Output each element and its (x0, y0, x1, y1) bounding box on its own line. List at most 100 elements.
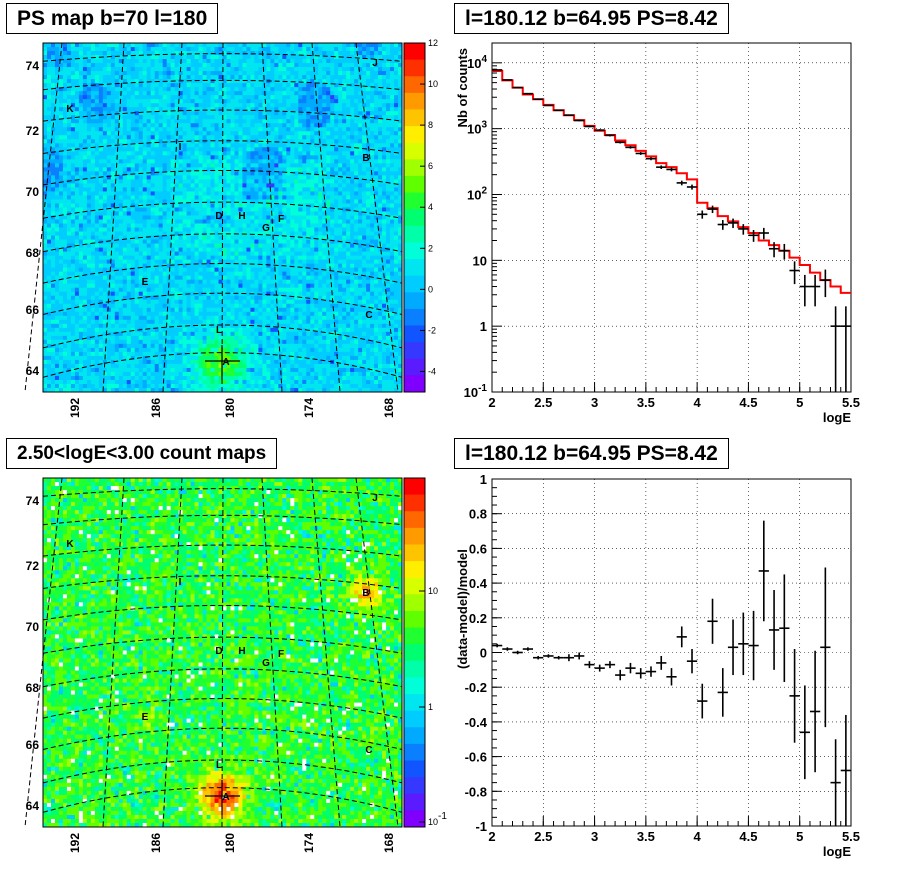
meridian-line (102, 477, 125, 828)
data-point (799, 274, 810, 307)
data-point (830, 306, 841, 392)
data-point (748, 229, 759, 242)
y-tick-label: 66 (26, 303, 40, 317)
meridian-line (162, 42, 183, 393)
data-point (645, 666, 657, 677)
colorbar-swatch (404, 793, 425, 811)
x-tick-label: 2 (488, 829, 495, 844)
data-point (779, 243, 790, 260)
data-point (574, 652, 585, 660)
data-point (768, 242, 780, 258)
colorbar-swatch (404, 325, 425, 343)
colorbar-swatch (404, 59, 425, 77)
colorbar-tick-label: -2 (428, 325, 436, 335)
meridian-line (221, 42, 224, 393)
colorbar-frame (403, 42, 426, 393)
count-map-title: 2.50<logE<3.00 count maps (6, 438, 278, 469)
data-point (686, 649, 698, 674)
colorbar-swatch (404, 727, 425, 745)
residual-title: l=180.12 b=64.95 PS=8.42 (454, 438, 729, 469)
colorbar (404, 478, 425, 828)
x-tick-label: 180 (223, 398, 237, 418)
colorbar-swatch (404, 225, 425, 243)
source-label-a: A (222, 357, 229, 368)
parallel-line (42, 53, 403, 62)
x-tick-label: 3.5 (637, 395, 655, 410)
colorbar-swatch (404, 694, 425, 712)
plot-frame (491, 42, 852, 393)
colorbar-swatch (404, 242, 425, 260)
data-point (789, 649, 800, 743)
meridian-line (261, 42, 283, 393)
count-map-plot: A B C D E FG H I J K L 192 186 180 174 168 64 66 68 70 72 74 1… (24, 477, 447, 853)
residual-panel: 2 2.5 3 3.5 4 4.5 5 5.5 -1 -0.8 -0.6 -0.4 -0.2 0 0.2 0.… (449, 435, 898, 871)
colorbar-swatch (404, 142, 425, 160)
colorbar-tick-label: 10-1 (428, 811, 447, 827)
parallel-line (42, 668, 403, 688)
meridian-line (24, 477, 63, 828)
y-tick-label: 0.2 (469, 611, 487, 626)
map-cells (43, 43, 403, 393)
colorbar-swatch (404, 760, 425, 778)
source-label-i: I (179, 142, 182, 153)
data-point (502, 79, 513, 81)
colorbar-swatch (404, 358, 425, 376)
data-point (543, 104, 554, 107)
data-point (727, 218, 739, 229)
spectrum-plot: 2 2.5 3 3.5 4 4.5 5 5.5 10-1 1 10 102 103 104 logE Nb o… (455, 42, 860, 425)
data-point (553, 109, 564, 112)
parallel-line (42, 352, 403, 378)
x-tick-label: 168 (382, 398, 396, 418)
y-tick-label: -0.2 (465, 680, 487, 695)
x-tick-label: 4 (694, 829, 702, 844)
data-point (522, 647, 534, 651)
source-label-b: B (362, 588, 369, 599)
source-label-l: L (216, 325, 222, 336)
source-label-l: L (216, 760, 222, 771)
y-tick-label: 0.6 (469, 541, 487, 556)
colorbar-swatch (404, 677, 425, 695)
x-tick-label: 168 (382, 833, 396, 853)
y-tick-label: 0.8 (469, 507, 487, 522)
data-point (656, 165, 667, 170)
source-label-d: D (215, 211, 222, 222)
y-tick-label: 10 (473, 253, 487, 268)
x-tick-label: 5 (796, 829, 803, 844)
meridian-line (162, 477, 183, 828)
colorbar-swatch (404, 308, 425, 327)
x-tick-label: 192 (68, 398, 82, 418)
data-point (635, 152, 646, 155)
x-tick-label: 186 (149, 398, 163, 418)
source-label-j: J (372, 493, 378, 504)
colorbar-swatch (404, 292, 425, 310)
x-tick-label: 2.5 (534, 395, 552, 410)
data-point (594, 664, 605, 672)
meridian-line (221, 477, 224, 828)
data-point (574, 119, 585, 122)
ps-map-panel: A B C D E F G H I J K L 192 186 180 174 168 64 66 68 70 72 74 1… (0, 0, 449, 435)
meridian-line (261, 477, 283, 828)
y-tick-label: 64 (26, 364, 40, 378)
parallel-line (42, 514, 403, 526)
data-point (707, 598, 718, 644)
parallel-line (42, 488, 403, 497)
parallel-line (42, 727, 403, 750)
y-axis-label: (data-model)/model (455, 549, 470, 669)
y-tick-label: 10-1 (464, 383, 488, 400)
grid (492, 43, 851, 392)
data-point (604, 134, 616, 137)
data-point (666, 167, 677, 172)
colorbar-swatch (404, 511, 425, 529)
graticule (24, 42, 403, 393)
y-tick-label: 104 (467, 54, 487, 71)
x-tick-label: 4.5 (739, 395, 757, 410)
data-point (492, 69, 503, 71)
source-label-g: G (262, 223, 270, 234)
data-point (492, 643, 503, 648)
data-point (533, 655, 544, 660)
data-point (604, 661, 616, 669)
plot-frame (491, 478, 852, 827)
y-tick-label: 0 (480, 646, 487, 661)
model-step-line (492, 70, 851, 294)
